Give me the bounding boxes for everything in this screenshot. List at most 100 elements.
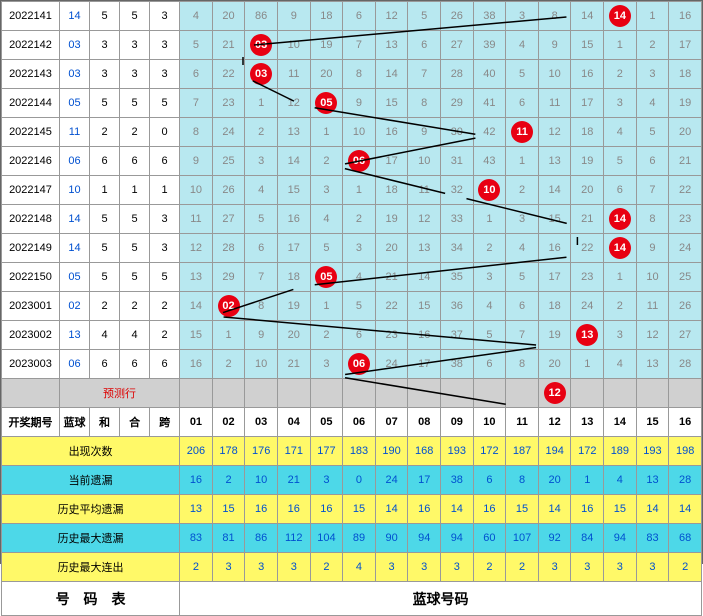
stat-cell: 6 [120, 147, 150, 176]
stats-val: 176 [245, 437, 278, 466]
period-cell: 2022143 [2, 60, 60, 89]
predict-cell [277, 379, 310, 408]
stats-val: 15 [506, 495, 539, 524]
stats-val: 16 [473, 495, 506, 524]
period-cell: 2022147 [2, 176, 60, 205]
grid-cell: 13 [538, 147, 571, 176]
grid-cell: 39 [473, 31, 506, 60]
grid-cell: 13 [277, 118, 310, 147]
header-num-cell: 09 [441, 408, 474, 437]
stat-cell: 5 [90, 89, 120, 118]
header-num-cell: 14 [604, 408, 637, 437]
grid-cell: 37 [441, 321, 474, 350]
grid-cell: 3 [506, 205, 539, 234]
grid-cell: 17 [277, 234, 310, 263]
stats-val: 60 [473, 524, 506, 553]
grid-cell: 17 [408, 350, 441, 379]
grid-cell: 14 [277, 147, 310, 176]
data-row: 20221430333362203112081472840510162318 [2, 60, 702, 89]
predict-cell [343, 379, 376, 408]
grid-cell: 13 [408, 234, 441, 263]
stats-val: 206 [180, 437, 213, 466]
grid-cell: 6 [473, 350, 506, 379]
ball-marker: 14 [609, 208, 631, 230]
header-num-cell: 13 [571, 408, 604, 437]
grid-cell: 2 [310, 321, 343, 350]
grid-cell: 9 [277, 2, 310, 31]
stats-row: 当前遗漏1621021302417386820141328 [2, 466, 702, 495]
grid-cell: 15 [180, 321, 213, 350]
grid-cell: 2 [473, 234, 506, 263]
grid-cell: 3 [310, 176, 343, 205]
stats-row: 历史平均遗漏13151616161514161416151416151414 [2, 495, 702, 524]
grid-cell: 03 [245, 31, 278, 60]
grid-cell: 25 [669, 263, 702, 292]
stats-val: 168 [408, 437, 441, 466]
grid-cell: 18 [375, 176, 408, 205]
header-num-cell: 12 [538, 408, 571, 437]
period-cell: 2022150 [2, 263, 60, 292]
stats-val: 14 [538, 495, 571, 524]
grid-cell: 4 [343, 263, 376, 292]
grid-cell: 06 [343, 147, 376, 176]
grid-cell: 15 [408, 292, 441, 321]
stats-val: 8 [506, 466, 539, 495]
grid-cell: 4 [604, 350, 637, 379]
grid-cell: 8 [408, 89, 441, 118]
data-row: 20221460666692531420617103143113195621 [2, 147, 702, 176]
grid-cell: 8 [180, 118, 213, 147]
stats-val: 3 [441, 553, 474, 582]
stats-val: 3 [212, 553, 245, 582]
blue-ball-cell: 03 [59, 31, 89, 60]
data-row: 20221491455312286175320133424162214924 [2, 234, 702, 263]
stats-val: 193 [441, 437, 474, 466]
grid-cell: 42 [473, 118, 506, 147]
period-cell: 2022141 [2, 2, 60, 31]
grid-cell: 5 [180, 31, 213, 60]
grid-cell: 8 [245, 292, 278, 321]
stats-val: 13 [180, 495, 213, 524]
header-cell: 跨 [150, 408, 180, 437]
stats-val: 3 [571, 553, 604, 582]
stat-cell: 5 [120, 205, 150, 234]
grid-cell: 6 [636, 147, 669, 176]
grid-cell: 4 [310, 205, 343, 234]
grid-cell: 3 [473, 263, 506, 292]
stats-val: 94 [408, 524, 441, 553]
grid-cell: 05 [310, 89, 343, 118]
grid-cell: 9 [245, 321, 278, 350]
grid-cell: 12 [636, 321, 669, 350]
grid-cell: 20 [669, 118, 702, 147]
grid-cell: 15 [571, 31, 604, 60]
blue-ball-cell: 11 [59, 118, 89, 147]
grid-cell: 12 [408, 205, 441, 234]
grid-cell: 18 [310, 2, 343, 31]
stats-val: 4 [604, 466, 637, 495]
blue-ball-cell: 06 [59, 350, 89, 379]
grid-cell: 1 [245, 89, 278, 118]
stats-val: 177 [310, 437, 343, 466]
header-cell: 和 [90, 408, 120, 437]
ball-marker: 03 [250, 63, 272, 85]
stats-val: 178 [212, 437, 245, 466]
stats-label: 出现次数 [2, 437, 180, 466]
ball-marker: 05 [315, 266, 337, 288]
stat-cell: 2 [150, 292, 180, 321]
stats-val: 194 [538, 437, 571, 466]
stat-cell: 6 [150, 350, 180, 379]
grid-cell: 22 [375, 292, 408, 321]
grid-cell: 10 [343, 118, 376, 147]
stats-val: 3 [375, 553, 408, 582]
stats-val: 3 [408, 553, 441, 582]
predict-cell [375, 379, 408, 408]
stat-cell: 1 [150, 176, 180, 205]
grid-cell: 7 [408, 60, 441, 89]
stats-val: 68 [669, 524, 702, 553]
grid-cell: 8 [506, 350, 539, 379]
grid-cell: 3 [604, 89, 637, 118]
stats-val: 171 [277, 437, 310, 466]
stats-val: 16 [310, 495, 343, 524]
grid-cell: 1 [212, 321, 245, 350]
grid-cell: 24 [212, 118, 245, 147]
grid-cell: 4 [245, 176, 278, 205]
